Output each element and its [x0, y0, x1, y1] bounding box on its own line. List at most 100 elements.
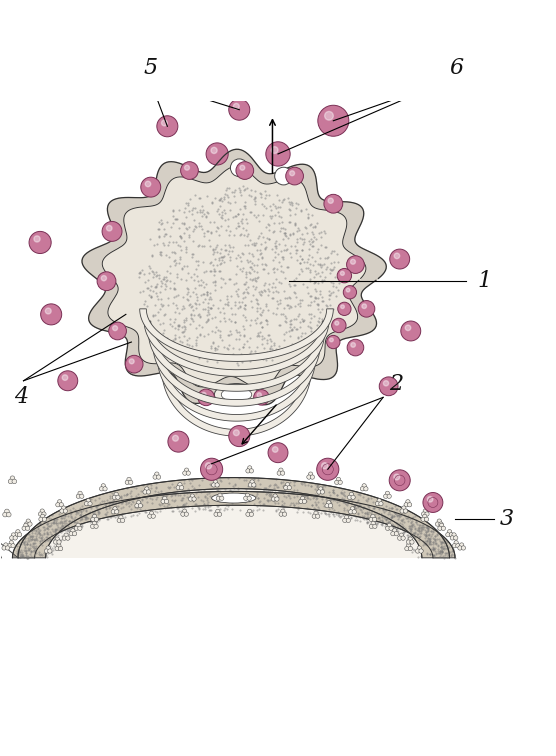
Polygon shape	[34, 488, 433, 558]
Point	[374, 516, 383, 528]
Point	[280, 286, 289, 298]
Point	[270, 262, 279, 274]
Circle shape	[271, 497, 276, 501]
Point	[102, 506, 111, 518]
Point	[311, 493, 320, 505]
Point	[166, 318, 175, 330]
Point	[166, 481, 175, 493]
Point	[216, 495, 225, 507]
Point	[18, 536, 27, 548]
Point	[48, 544, 57, 556]
Point	[275, 238, 284, 250]
Point	[405, 513, 414, 525]
Point	[329, 493, 338, 505]
Point	[383, 516, 392, 528]
Point	[173, 239, 182, 251]
Point	[363, 516, 371, 528]
Circle shape	[190, 494, 195, 498]
Circle shape	[320, 490, 325, 494]
Circle shape	[398, 536, 402, 541]
Point	[332, 489, 341, 501]
Point	[226, 253, 235, 265]
Point	[42, 518, 51, 530]
Point	[63, 518, 72, 530]
Point	[155, 230, 163, 242]
Point	[266, 340, 275, 352]
Point	[197, 321, 206, 333]
Point	[239, 248, 247, 260]
Point	[399, 520, 408, 532]
Point	[439, 550, 448, 562]
Point	[261, 286, 270, 298]
Point	[117, 507, 126, 519]
Point	[135, 271, 144, 284]
Point	[315, 503, 324, 516]
Point	[232, 357, 241, 369]
Point	[232, 285, 241, 297]
Point	[157, 491, 166, 503]
Point	[257, 321, 266, 333]
Point	[285, 246, 294, 259]
Point	[420, 521, 429, 533]
Circle shape	[116, 495, 120, 500]
Point	[415, 541, 424, 553]
Circle shape	[111, 510, 116, 514]
Text: 4: 4	[14, 386, 28, 408]
Point	[171, 333, 180, 345]
Point	[380, 512, 389, 524]
Circle shape	[78, 526, 82, 531]
Point	[326, 287, 335, 299]
Point	[12, 540, 21, 552]
Point	[309, 231, 318, 243]
Point	[213, 485, 222, 497]
Point	[64, 515, 73, 527]
Point	[298, 490, 307, 502]
Point	[294, 222, 302, 234]
Point	[115, 491, 123, 503]
Point	[167, 478, 176, 490]
Point	[43, 526, 52, 538]
Point	[269, 488, 278, 500]
Point	[339, 504, 348, 516]
Point	[241, 203, 250, 215]
Point	[202, 225, 211, 237]
Point	[436, 538, 445, 550]
Point	[173, 485, 182, 497]
Point	[301, 221, 310, 233]
Point	[30, 547, 39, 559]
Point	[24, 552, 33, 564]
Point	[431, 524, 440, 536]
Point	[187, 248, 196, 260]
Point	[235, 181, 244, 194]
Point	[282, 491, 291, 503]
Point	[264, 329, 273, 341]
Point	[207, 342, 216, 354]
Point	[250, 482, 259, 494]
Point	[317, 507, 326, 519]
Point	[310, 507, 319, 519]
Point	[147, 482, 156, 494]
Point	[121, 496, 130, 508]
Point	[224, 239, 233, 251]
Point	[200, 503, 209, 515]
Point	[140, 507, 149, 519]
Point	[242, 474, 251, 486]
Point	[146, 233, 155, 245]
Point	[205, 256, 214, 268]
Point	[213, 259, 222, 271]
Circle shape	[41, 514, 45, 519]
Point	[334, 256, 342, 268]
Point	[247, 184, 256, 196]
Point	[242, 224, 251, 236]
Point	[429, 541, 438, 553]
Point	[147, 249, 156, 261]
Point	[438, 536, 447, 548]
Point	[280, 229, 289, 241]
Polygon shape	[153, 345, 320, 406]
Point	[434, 543, 443, 555]
Point	[313, 268, 322, 280]
Point	[24, 535, 33, 547]
Point	[156, 293, 165, 305]
Point	[61, 507, 70, 519]
Point	[217, 250, 226, 262]
